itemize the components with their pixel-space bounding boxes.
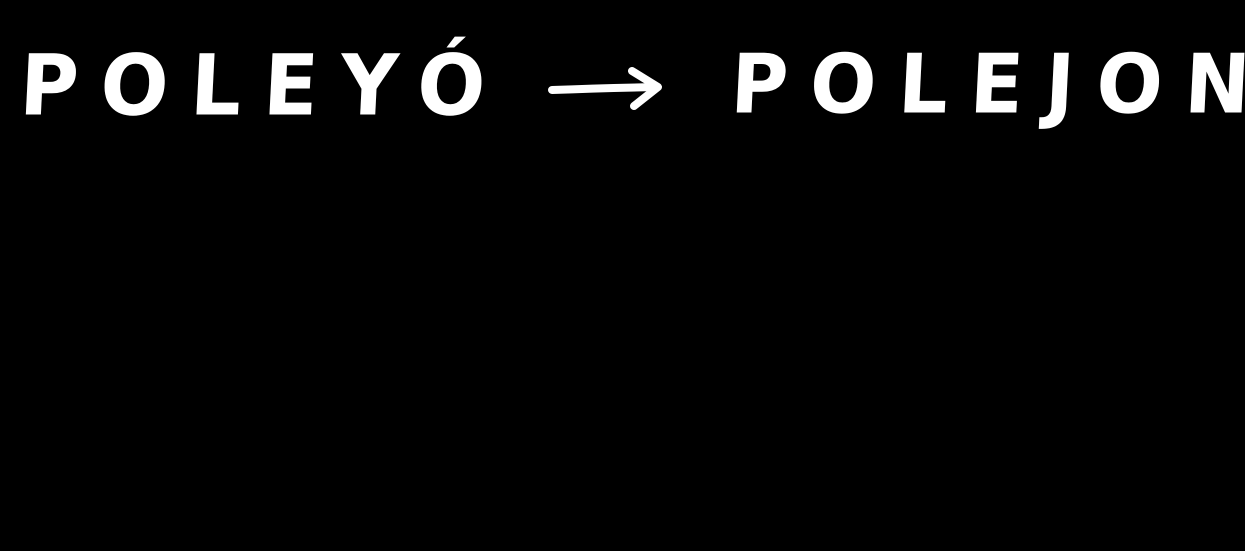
source-word: POLEYÓ bbox=[17, 36, 510, 135]
image-border bbox=[1245, 0, 1249, 551]
right-arrow-icon bbox=[548, 67, 662, 110]
target-word: POLEJON bbox=[728, 37, 1249, 133]
